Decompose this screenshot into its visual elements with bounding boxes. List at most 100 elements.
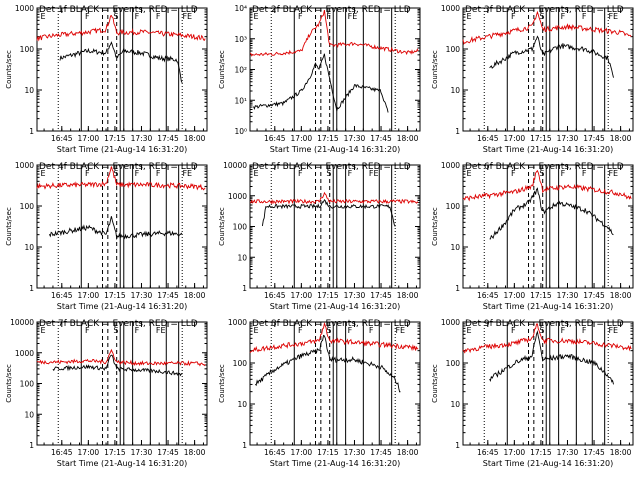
chart-title: Det 5f BLACK = Events, RED = LLD [252, 162, 411, 172]
x-tick-label: 17:30 [344, 134, 366, 143]
y-tick-label: 100 [446, 202, 461, 211]
y-tick-label: 10 [237, 253, 247, 262]
plot-frame [36, 7, 208, 132]
chart-panel: Det 9f BLACK = Events, RED = LLD Counts/s… [431, 318, 634, 468]
events-series-line [489, 330, 614, 385]
y-axis-label: Counts/sec [218, 50, 226, 89]
chart-panel: Det 7f BLACK = Events, RED = LLD Counts/s… [5, 318, 208, 468]
lld-series-line [36, 166, 206, 191]
y-axis-label: Counts/sec [431, 364, 439, 403]
marker-label: E [254, 169, 259, 178]
y-tick-label: 1 [242, 284, 247, 293]
x-tick-label: 17:45 [370, 134, 392, 143]
y-tick-label: 100 [233, 359, 248, 368]
plot-frame [249, 7, 421, 132]
chart-title: Det 8f BLACK = Events, RED = LLD [252, 319, 411, 329]
y-tick-label: 10 [450, 400, 460, 409]
x-tick-label: 17:45 [583, 134, 605, 143]
x-tick-label: 17:45 [583, 448, 605, 457]
marker-label: E [467, 169, 472, 178]
events-series-line [261, 198, 396, 227]
x-tick-label: 17:15 [530, 448, 552, 457]
marker-label: FE [182, 12, 192, 21]
marker-label: F [135, 12, 140, 21]
events-series-line [59, 41, 183, 84]
x-tick-label: 16:45 [51, 448, 73, 457]
plot-frame [36, 321, 208, 446]
x-tick-label: 16:45 [477, 448, 499, 457]
lld-series-line [249, 191, 419, 205]
x-tick-label: 17:00 [291, 291, 313, 300]
y-axis-label: Counts/sec [5, 50, 13, 89]
y-tick-label: 1 [455, 284, 460, 293]
lld-series-line [249, 10, 419, 57]
x-tick-label: 17:30 [557, 134, 579, 143]
x-tick-label: 17:30 [344, 291, 366, 300]
marker-label: S [539, 12, 544, 21]
plot-frame [249, 164, 421, 289]
marker-label: F [561, 12, 566, 21]
x-tick-label: 17:00 [78, 134, 100, 143]
y-tick-label: 1000 [15, 4, 34, 13]
x-tick-label: 17:45 [583, 291, 605, 300]
y-tick-label: 100 [446, 359, 461, 368]
marker-label: E [254, 326, 259, 335]
y-tick-label: 1 [29, 127, 34, 136]
marker-label: F [85, 326, 90, 335]
y-tick-label: 100 [20, 380, 35, 389]
marker-label: S [113, 169, 118, 178]
marker-label: FE [608, 12, 618, 21]
x-tick-label: 17:00 [78, 291, 100, 300]
y-tick-label: 1 [455, 127, 460, 136]
y-tick-label: 10 [24, 86, 34, 95]
y-tick-label: 1 [29, 441, 34, 450]
x-tick-label: 16:45 [477, 134, 499, 143]
marker-label: F [511, 12, 516, 21]
x-tick-label: 17:45 [157, 134, 179, 143]
y-tick-label: 100 [446, 45, 461, 54]
marker-label: F [85, 12, 90, 21]
y-tick-label: 10 [24, 410, 34, 419]
marker-label: FE [348, 12, 358, 21]
marker-label: S [326, 326, 331, 335]
plot-frame [249, 321, 421, 446]
x-tick-label: 17:00 [291, 134, 313, 143]
marker-label: FE [608, 326, 618, 335]
plot-frame [462, 164, 634, 289]
x-tick-label: 16:45 [264, 134, 286, 143]
y-axis-label: Counts/sec [218, 364, 226, 403]
x-tick-label: 17:30 [131, 134, 153, 143]
plot-frame [462, 321, 634, 446]
marker-label: F [298, 12, 303, 21]
y-tick-label: 1 [242, 441, 247, 450]
marker-label: F [561, 169, 566, 178]
x-tick-label: 18:00 [610, 448, 632, 457]
marker-label: S [113, 12, 118, 21]
marker-label: S [113, 326, 118, 335]
chart-title: Det 3f BLACK = Events, RED = LLD [465, 5, 624, 15]
lld-series-line [462, 323, 632, 354]
x-tick-label: 17:45 [157, 448, 179, 457]
x-tick-label: 17:15 [317, 134, 339, 143]
marker-label: F [511, 326, 516, 335]
x-tick-label: 17:15 [104, 134, 126, 143]
marker-label: F [298, 326, 303, 335]
x-tick-label: 17:00 [291, 448, 313, 457]
y-axis-label: Counts/sec [431, 50, 439, 89]
x-axis-label: Start Time (21-Aug-14 16:31:20) [270, 302, 401, 311]
marker-label: F [348, 326, 353, 335]
marker-label: F [511, 169, 516, 178]
plot-frame [462, 7, 634, 132]
chart-panel: Det 5f BLACK = Events, RED = LLD Counts/s… [218, 161, 421, 311]
x-tick-label: 17:30 [344, 448, 366, 457]
lld-series-line [36, 15, 206, 42]
x-axis-label: Start Time (21-Aug-14 16:31:20) [483, 302, 614, 311]
x-tick-label: 17:30 [131, 448, 153, 457]
x-tick-label: 16:45 [51, 134, 73, 143]
y-axis-label: Counts/sec [5, 207, 13, 246]
marker-label: F [326, 12, 331, 21]
x-tick-label: 18:00 [397, 448, 419, 457]
marker-label: FE [182, 169, 192, 178]
chart-title: Det 2f BLACK = Events, RED = LLD [252, 5, 411, 15]
